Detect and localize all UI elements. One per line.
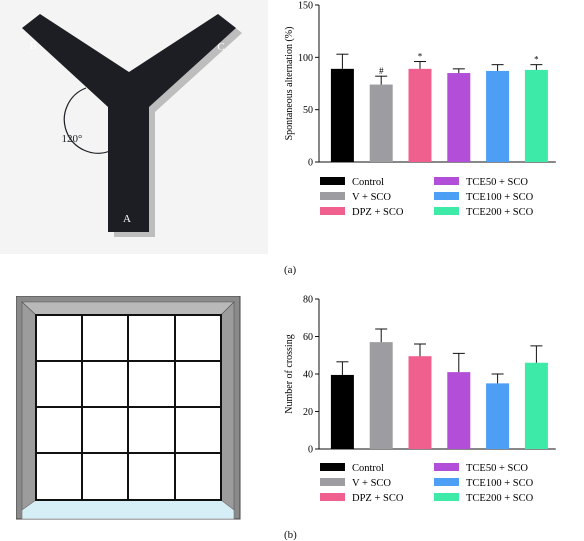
legend-swatch (320, 493, 345, 501)
significance-marker: * (418, 52, 423, 62)
legend-swatch (320, 192, 345, 200)
legend-swatch (434, 478, 459, 486)
legend-label: Control (352, 177, 384, 188)
bar (408, 68, 432, 162)
maze-arm-b-label: B (29, 40, 36, 52)
y-tick-label: 100 (298, 53, 313, 64)
bar (447, 73, 471, 162)
significance-marker: # (379, 66, 384, 76)
open-field-illustration (16, 296, 241, 520)
bar (369, 342, 393, 449)
panel-a-label: (a) (284, 264, 297, 276)
y-tick-label: 20 (303, 407, 313, 418)
bar (330, 68, 354, 162)
legend-swatch (434, 177, 459, 185)
legend-label: TCE50 + SCO (466, 463, 528, 474)
legend-label: DPZ + SCO (352, 493, 404, 504)
bar (330, 374, 354, 449)
bar (447, 372, 471, 449)
bar (524, 69, 548, 162)
y-axis-label: Number of crossing (284, 334, 295, 413)
y-tick-label: 50 (303, 105, 313, 116)
legend-swatch (320, 177, 345, 185)
bar (369, 84, 393, 162)
y-maze-illustration: A B C 120° (0, 0, 268, 254)
panel-a: A B C 120° 0 50 100 150 Spontaneous alternat… (0, 0, 556, 276)
y-maze-arms (22, 14, 236, 232)
legend-label: V + SCO (352, 192, 391, 203)
bar (408, 356, 432, 449)
panel-b-label: (b) (284, 529, 297, 541)
bar (524, 362, 548, 449)
y-tick-label: 40 (303, 370, 313, 381)
legend-swatch (320, 463, 345, 471)
legend-label: V + SCO (352, 478, 391, 489)
bar (486, 70, 510, 162)
legend-swatch (320, 478, 345, 486)
legend-swatch (434, 192, 459, 200)
maze-angle-label: 120° (62, 133, 83, 145)
legend-swatch (434, 463, 459, 471)
maze-arm-a-label: A (123, 213, 131, 225)
maze-arm-c-label: C (217, 41, 224, 53)
legend-label: TCE100 + SCO (466, 192, 534, 203)
open-field-grid (35, 314, 222, 501)
spontaneous-alternation-chart: 0 50 100 150 Spontaneous alternation (%) # * * C… (284, 1, 556, 218)
legend-swatch (434, 207, 459, 215)
y-tick-label: 150 (298, 1, 313, 12)
legend-label: TCE200 + SCO (466, 207, 534, 218)
bar (486, 383, 510, 449)
y-tick-label: 80 (303, 295, 313, 306)
legend-label: Control (352, 463, 384, 474)
panel-b: 0 20 40 60 80 Number of crossing Control V + SC… (0, 280, 584, 541)
y-tick-label: 0 (308, 158, 313, 169)
y-tick-label: 60 (303, 332, 313, 343)
significance-marker: * (534, 55, 539, 65)
legend-label: TCE50 + SCO (466, 177, 528, 188)
angle-arc (63, 87, 111, 154)
legend-swatch (320, 207, 345, 215)
legend-label: TCE200 + SCO (466, 493, 534, 504)
y-axis-label: Spontaneous alternation (%) (284, 27, 295, 141)
y-tick-label: 0 (308, 445, 313, 456)
legend-label: DPZ + SCO (352, 207, 404, 218)
legend-label: TCE100 + SCO (466, 478, 534, 489)
number-of-crossing-chart: 0 20 40 60 80 Number of crossing Control V + SC… (284, 295, 556, 504)
legend-swatch (434, 493, 459, 501)
